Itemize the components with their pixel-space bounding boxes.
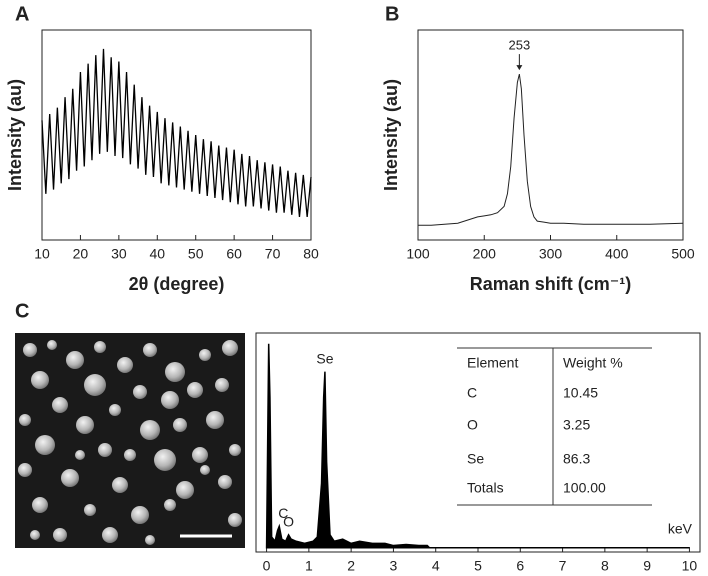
- table-cell: 3.25: [563, 417, 590, 433]
- x-tick-label: 9: [643, 558, 651, 574]
- table-cell: O: [467, 417, 478, 433]
- table-cell: 86.3: [563, 451, 590, 467]
- plot-frame: [417, 29, 684, 241]
- x-tick-label: 0: [263, 558, 271, 574]
- table-cell: Totals: [467, 480, 504, 496]
- x-tick-label: 8: [601, 558, 609, 574]
- data-line: [41, 48, 312, 217]
- data-area: [265, 343, 690, 549]
- particles: [18, 340, 242, 545]
- x-tick-label: 100: [406, 246, 430, 262]
- peak-label: Se: [316, 350, 333, 366]
- x-tick-label: 300: [539, 246, 563, 262]
- panel-label: C: [15, 300, 29, 322]
- x-tick-label: 200: [473, 246, 497, 262]
- x-axis-title: 2θ (degree): [129, 274, 225, 294]
- x-tick-label: 10: [34, 246, 50, 262]
- x-tick-label: 400: [605, 246, 629, 262]
- x-tick-label: 1: [305, 558, 313, 574]
- x-tick-label: 40: [149, 246, 165, 262]
- x-tick-label: 60: [226, 246, 242, 262]
- x-tick-label: 2: [347, 558, 355, 574]
- peak-label: O: [283, 514, 294, 530]
- x-tick-label: 70: [265, 246, 281, 262]
- table-cell: 10.45: [563, 385, 598, 401]
- x-axis-title: Raman shift (cm⁻¹): [470, 274, 632, 294]
- x-tick-label: 50: [188, 246, 204, 262]
- x-axis-title: keV: [668, 521, 693, 537]
- sem-image: [15, 333, 245, 548]
- x-tick-label: 30: [111, 246, 127, 262]
- x-tick-label: 7: [559, 558, 567, 574]
- x-tick-label: 4: [432, 558, 440, 574]
- x-tick-label: 3: [390, 558, 398, 574]
- y-axis-title: Intensity (au): [381, 79, 401, 191]
- panel-label: B: [385, 3, 399, 25]
- annotation: 253: [509, 38, 531, 53]
- data-line: [418, 73, 684, 226]
- table-cell: Se: [467, 451, 484, 467]
- x-tick-label: 80: [303, 246, 319, 262]
- table-cell: 100.00: [563, 480, 606, 496]
- plot-frame: [41, 29, 312, 241]
- peak-label: C: [278, 505, 288, 521]
- x-tick-label: 20: [73, 246, 89, 262]
- x-tick-label: 5: [474, 558, 482, 574]
- arrow-head: [516, 65, 523, 71]
- table-header: Weight %: [563, 355, 623, 371]
- x-tick-label: 500: [671, 246, 695, 262]
- x-tick-label: 10: [682, 558, 698, 574]
- panel-label: A: [15, 3, 29, 25]
- y-axis-title: Intensity (au): [5, 79, 25, 191]
- table-header: Element: [467, 355, 518, 371]
- table-cell: C: [467, 385, 477, 401]
- x-tick-label: 6: [516, 558, 524, 574]
